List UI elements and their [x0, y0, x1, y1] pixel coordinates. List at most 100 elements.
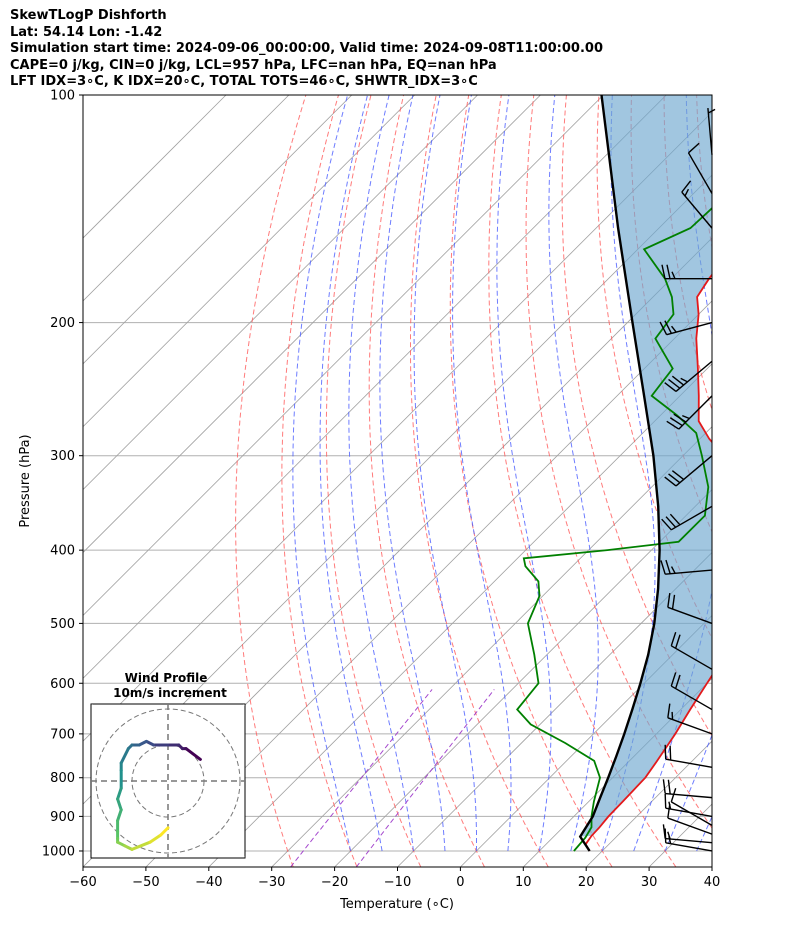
wind-barb: [664, 360, 713, 393]
cin-shaded-area: [580, 95, 712, 837]
chart-title-line-5: LFT IDX=3∘C, K IDX=20∘C, TOTAL TOTS=46∘C…: [10, 74, 478, 89]
x-axis-label: Temperature (∘C): [339, 897, 454, 912]
barb-feather: [665, 559, 671, 574]
moist-adiabat-line: [319, 95, 383, 852]
hodograph-trace-segment: [119, 747, 130, 765]
moist-adiabat-line: [413, 95, 477, 852]
barb-staff: [670, 645, 713, 670]
barb-staff: [665, 837, 713, 844]
wind-barbs: [659, 107, 716, 852]
barb-staff: [665, 807, 713, 818]
barb-feather: [673, 413, 687, 423]
barb-staff: [670, 685, 713, 711]
isotherm-line: [460, 614, 712, 867]
moist-adiabat-lines: [292, 95, 712, 852]
moist-adiabat-line: [379, 95, 446, 852]
wind-barb: [662, 779, 713, 799]
y-axis-label: Pressure (hPa): [18, 434, 33, 527]
barb-feather: [668, 801, 672, 810]
x-tick-label: −10: [384, 875, 411, 890]
y-tick-label: 500: [50, 617, 75, 632]
moist-adiabat-line: [496, 95, 552, 852]
isotherm-line: [397, 551, 712, 867]
wind-barb: [666, 395, 713, 430]
barb-feather: [669, 417, 683, 427]
y-tick-label: 200: [50, 316, 75, 331]
barb-feather: [667, 593, 671, 608]
chart-title-line-4: CAPE=0 j/kg, CIN=0 j/kg, LCL=957 hPa, LF…: [10, 57, 497, 73]
barb-staff: [666, 321, 713, 336]
barb-feather: [674, 674, 681, 689]
isotherm-line: [83, 95, 667, 679]
moist-adiabat-line: [452, 95, 512, 852]
sounding-profiles: [516, 95, 712, 852]
wind-barb: [707, 107, 716, 155]
barb-feather: [668, 473, 681, 484]
x-axis-ticks: −60 −50 −40 −30 −20 −10 0 10 20 30 40: [69, 867, 720, 890]
dry-adiabat-line: [449, 95, 613, 867]
cape-cin-shading: [580, 95, 712, 837]
isotherm-line: [83, 95, 415, 428]
y-tick-label: 300: [50, 449, 75, 464]
moist-adiabat-line: [348, 95, 414, 852]
barb-feather: [670, 631, 677, 647]
barb-feather: [664, 382, 677, 393]
barb-feather: [680, 377, 688, 383]
wind-barb: [670, 788, 713, 826]
isotherm-line: [83, 95, 353, 365]
barb-feather: [688, 142, 700, 154]
barb-feather: [669, 513, 681, 526]
wind-barb: [664, 455, 713, 487]
x-tick-label: 30: [641, 875, 658, 890]
isotherm-line: [83, 95, 541, 554]
hodograph-trace-segment: [159, 826, 170, 837]
barb-feather: [667, 703, 671, 718]
barb-staff: [665, 758, 713, 768]
barb-feather: [664, 320, 673, 334]
barb-feather: [667, 831, 671, 840]
dry-adiabat-line: [281, 95, 358, 867]
hodograph-trace-segment: [116, 786, 123, 801]
barb-staff: [681, 191, 713, 229]
x-tick-label: −60: [69, 875, 96, 890]
barb-staff: [665, 792, 713, 799]
chart-title-line-1: SkewTLogP Dishforth: [10, 8, 167, 23]
barb-feather: [665, 516, 677, 528]
x-tick-label: −30: [258, 875, 285, 890]
barb-staff: [670, 505, 713, 531]
dry-adiabat-line: [561, 95, 712, 737]
barb-feather: [682, 414, 690, 420]
temperature-line: [584, 273, 712, 852]
hodograph-trace-segment: [148, 833, 163, 844]
wind-barb: [681, 180, 713, 229]
wind-barb: [661, 264, 712, 280]
barb-staff: [665, 842, 713, 852]
barb-staff: [665, 569, 713, 575]
barb-feather: [660, 560, 666, 575]
barb-feather: [671, 271, 676, 280]
moist-adiabat-line: [292, 95, 352, 852]
wind-barb: [662, 824, 713, 844]
barb-feather: [671, 375, 685, 386]
hodograph-trace-segment: [116, 797, 123, 812]
barb-feather: [666, 420, 680, 430]
barb-staff: [667, 717, 713, 735]
x-tick-label: 40: [704, 875, 721, 890]
x-tick-label: −40: [195, 875, 222, 890]
mixing-ratio-lines: [290, 689, 495, 867]
x-tick-label: 20: [578, 875, 595, 890]
hodograph-trace-segment: [116, 808, 123, 823]
barb-staff: [678, 395, 713, 430]
wind-barb: [664, 793, 713, 818]
plot-area: [83, 95, 794, 867]
dewpoint-line: [516, 207, 712, 852]
wind-barb: [667, 593, 713, 625]
hodograph-subtitle: 10m/s increment: [113, 686, 227, 700]
dry-adiabat-line: [729, 95, 794, 867]
barb-feather: [661, 518, 672, 531]
dry-adiabat-line: [325, 95, 422, 867]
barb-staff: [667, 606, 713, 625]
chart-title-block: SkewTLogP Dishforth Lat: 54.14 Lon: -1.4…: [10, 8, 780, 91]
y-tick-label: 600: [50, 677, 75, 692]
chart-title-line-2: Lat: 54.14 Lon: -1.42: [10, 24, 163, 40]
